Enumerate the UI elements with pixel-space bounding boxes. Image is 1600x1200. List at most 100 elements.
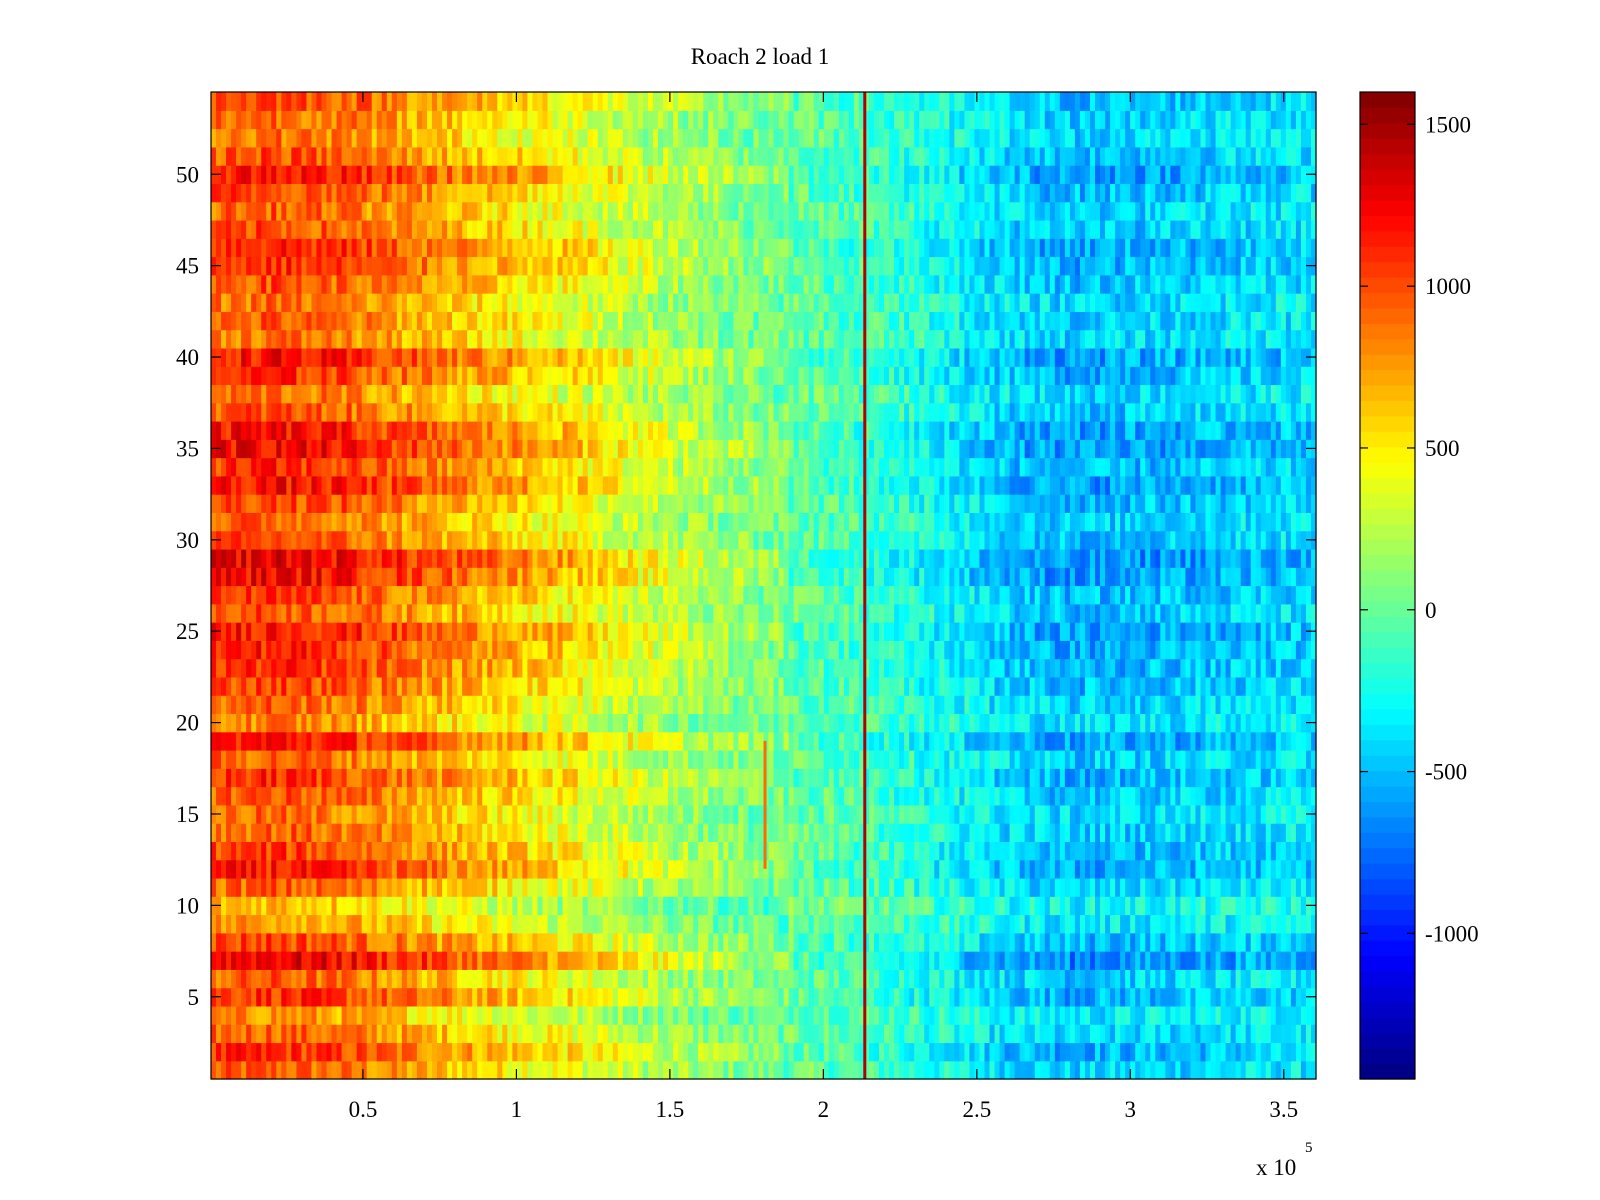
heatmap-cell: [316, 1024, 323, 1044]
heatmap-cell: [994, 731, 1001, 751]
heatmap-cell: [376, 951, 383, 970]
heatmap-cell: [592, 786, 599, 806]
heatmap-cell: [688, 987, 694, 1007]
heatmap-cell: [452, 1005, 458, 1025]
heatmap-cell: [1034, 1042, 1041, 1062]
heatmap-cell: [452, 1042, 458, 1062]
heatmap-cell: [934, 768, 940, 788]
heatmap-cell: [904, 841, 910, 861]
heatmap-cell: [693, 841, 699, 861]
heatmap-cell: [838, 969, 845, 989]
heatmap-cell: [1034, 786, 1041, 806]
heatmap-cell: [783, 914, 790, 934]
heatmap-cell: [437, 804, 443, 824]
heatmap-cell: [1049, 859, 1056, 879]
heatmap-cell: [1220, 768, 1227, 788]
heatmap-cell: [663, 987, 669, 1007]
heatmap-cell: [452, 823, 458, 842]
heatmap-cell: [1240, 877, 1247, 897]
heatmap-cell: [266, 1060, 272, 1080]
heatmap-cell: [974, 1024, 981, 1044]
heatmap-cell: [366, 1005, 373, 1025]
heatmap-cell: [617, 841, 624, 861]
heatmap-cell: [386, 1024, 393, 1044]
heatmap-cell: [647, 786, 654, 806]
heatmap-cell: [542, 951, 549, 970]
heatmap-cell: [1230, 877, 1237, 897]
heatmap-cell: [286, 914, 292, 934]
heatmap-cell: [1145, 804, 1151, 824]
heatmap-cell: [567, 1024, 574, 1044]
heatmap-cell: [653, 731, 659, 751]
heatmap-cell: [1004, 932, 1011, 952]
heatmap-cell: [1285, 841, 1292, 861]
heatmap-cell: [733, 896, 739, 916]
heatmap-cell: [1029, 731, 1036, 751]
heatmap-cell: [783, 877, 790, 897]
heatmap-cell: [602, 1060, 609, 1080]
heatmap-cell: [833, 932, 840, 952]
heatmap-cell: [361, 823, 368, 842]
heatmap-cell: [658, 750, 664, 769]
heatmap-cell: [572, 859, 579, 879]
heatmap-cell: [311, 877, 318, 897]
heatmap-cell: [371, 804, 378, 824]
heatmap-cell: [406, 676, 413, 696]
heatmap-cell: [929, 877, 935, 897]
heatmap-cell: [251, 823, 257, 842]
heatmap-cell: [421, 695, 428, 715]
heatmap-cell: [818, 804, 825, 824]
heatmap-cell: [1225, 951, 1232, 970]
heatmap-cell: [331, 932, 338, 952]
heatmap-cell: [567, 768, 574, 788]
heatmap-cell: [793, 676, 800, 696]
heatmap-cell: [773, 1060, 780, 1080]
heatmap-cell: [828, 987, 835, 1007]
heatmap-cell: [959, 731, 966, 751]
heatmap-cell: [462, 896, 468, 916]
heatmap-cell: [532, 750, 539, 769]
heatmap-cell: [502, 987, 508, 1007]
heatmap-cell: [482, 804, 488, 824]
heatmap-cell: [838, 932, 845, 952]
heatmap-cell: [1155, 1024, 1161, 1044]
heatmap-cell: [1195, 804, 1202, 824]
heatmap-cell: [889, 713, 895, 733]
heatmap-cell: [1300, 987, 1307, 1007]
heatmap-cell: [622, 1042, 629, 1062]
heatmap-cell: [1295, 695, 1302, 715]
heatmap-cell: [547, 804, 554, 824]
heatmap-cell: [1014, 1005, 1021, 1025]
heatmap-cell: [457, 1042, 463, 1062]
heatmap-cell: [391, 1005, 398, 1025]
heatmap-cell: [929, 1005, 935, 1025]
heatmap-cell: [216, 731, 222, 751]
heatmap-cell: [226, 1042, 232, 1062]
heatmap-cell: [406, 1005, 413, 1025]
heatmap-cell: [969, 658, 976, 678]
heatmap-cell: [211, 658, 217, 678]
heatmap-cell: [753, 786, 760, 806]
heatmap-cell: [276, 786, 282, 806]
heatmap-cell: [984, 951, 991, 970]
heatmap-cell: [899, 859, 905, 879]
heatmap-cell: [1160, 841, 1166, 861]
heatmap-cell: [1245, 731, 1252, 751]
heatmap-cell: [291, 932, 297, 952]
heatmap-cell: [783, 969, 790, 989]
heatmap-cell: [421, 859, 428, 879]
heatmap-cell: [798, 932, 805, 952]
heatmap-cell: [1230, 804, 1237, 824]
heatmap-cell: [396, 896, 403, 916]
heatmap-cell: [331, 695, 338, 715]
heatmap-cell: [442, 877, 448, 897]
heatmap-cell: [356, 987, 363, 1007]
heatmap-cell: [421, 1024, 428, 1044]
heatmap-cell: [331, 804, 338, 824]
heatmap-cell: [602, 1005, 609, 1025]
heatmap-cell: [1064, 859, 1071, 879]
heatmap-cell: [843, 713, 850, 733]
heatmap-cell: [1215, 768, 1222, 788]
heatmap-cell: [653, 969, 659, 989]
heatmap-cell: [1230, 859, 1237, 879]
